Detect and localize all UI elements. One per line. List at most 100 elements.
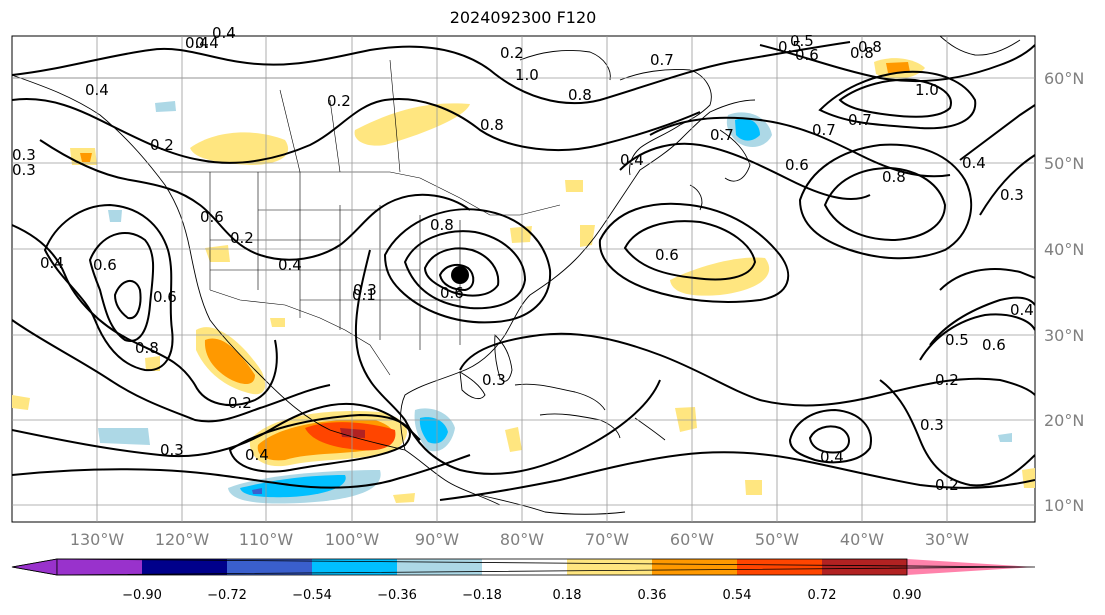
contour-label: 0.3	[12, 146, 36, 164]
contour-label: 0.5	[790, 32, 814, 50]
positive-shading	[80, 153, 92, 162]
contour-label: 0.2	[150, 136, 174, 154]
positive-shading	[190, 132, 289, 165]
lat-label: 50°N	[1044, 154, 1084, 173]
contour-label: 0.8	[858, 38, 882, 56]
lon-label: 50°W	[755, 530, 799, 549]
contour-label: 0.4	[962, 154, 986, 172]
colorbar-swatch	[822, 559, 907, 575]
positive-shading	[204, 338, 255, 384]
contour-label: 0.8	[430, 216, 454, 234]
contour-label: 0.4	[278, 256, 302, 274]
negative-shading	[155, 101, 176, 112]
contour-label: 0.7	[710, 126, 734, 144]
contour-line	[959, 104, 1035, 161]
contour-line	[438, 263, 475, 292]
contour-line	[459, 332, 1035, 407]
colorbar-tick-label: −0.54	[292, 588, 332, 603]
contour-label: 0.3	[920, 416, 944, 434]
colorbar-swatch	[737, 559, 822, 575]
contour-label: 0.4	[185, 34, 209, 52]
positive-shading	[565, 180, 583, 192]
contour-label: 0.2	[935, 476, 959, 494]
positive-shading	[12, 395, 30, 410]
positive-shading	[670, 257, 770, 296]
negative-shading	[98, 428, 150, 445]
contour-label: 0.6	[795, 46, 819, 64]
contour-line	[88, 231, 155, 342]
negative-shading	[252, 488, 262, 494]
positive-shading	[393, 493, 415, 503]
lat-label: 40°N	[1044, 240, 1084, 259]
contour-label: 1.0	[515, 66, 539, 84]
contour-line	[403, 230, 527, 310]
negative-shading	[419, 417, 448, 444]
colorbar: −0.90 −0.72 −0.54 −0.36 −0.18 0.18 0.36 …	[11, 558, 1036, 603]
contour-label: 0.2	[228, 394, 252, 412]
contour-label: 0.6	[93, 256, 117, 274]
contour-label: 0.6	[982, 336, 1006, 354]
contour-line	[929, 296, 1035, 346]
contour-label: 0.3	[1000, 186, 1024, 204]
contour-label: 0.4	[1010, 301, 1034, 319]
contour-line	[808, 425, 850, 454]
positive-shading	[675, 407, 697, 432]
contour-label: 0.4	[820, 448, 844, 466]
colorbar-swatch	[11, 558, 58, 576]
contour-line	[39, 139, 471, 261]
contour-line	[919, 313, 1035, 361]
contour-label: 0.8	[480, 116, 504, 134]
contour-line	[354, 249, 661, 475]
colorbar-tick-label: 0.90	[893, 588, 922, 603]
contour-line	[798, 143, 973, 260]
contour-line	[439, 451, 1035, 501]
colorbar-tick-label: 0.36	[638, 588, 667, 603]
colorbar-swatch	[142, 559, 227, 575]
lon-label: 100°W	[325, 530, 380, 549]
lon-label: 30°W	[925, 530, 969, 549]
lon-label: 40°W	[840, 530, 884, 549]
graticule	[12, 36, 1035, 522]
contour-label: 0.3	[482, 371, 506, 389]
contour-label: 1.0	[915, 81, 939, 99]
colorbar-outline	[11, 558, 1036, 576]
lon-label: 90°W	[415, 530, 459, 549]
positive-shading	[1022, 468, 1035, 488]
contour-line	[759, 44, 1035, 83]
contour-label: 0.6	[200, 208, 224, 226]
political-borders	[12, 59, 561, 376]
contour-label: 0.3	[353, 281, 377, 299]
contour-label: 0.8	[135, 339, 159, 357]
contour-lines	[12, 41, 1035, 501]
lon-label: 120°W	[155, 530, 210, 549]
lat-label: 30°N	[1044, 326, 1084, 345]
contour-label: 0.8	[850, 44, 874, 62]
contour-line	[383, 208, 552, 324]
lon-label: 110°W	[239, 530, 294, 549]
contour-line	[623, 220, 757, 281]
contour-label: 0.3	[160, 441, 184, 459]
negative-shading	[998, 433, 1012, 442]
colorbar-swatch	[482, 559, 567, 575]
contour-label: 0.2	[935, 371, 959, 389]
contour-label: 0.2	[230, 229, 254, 247]
latitude-labels: 60°N 50°N 40°N 30°N 20°N 10°N	[1044, 69, 1084, 515]
contour-label: 0.4	[85, 81, 109, 99]
contour-label: 0.4	[212, 24, 236, 42]
contour-line	[43, 203, 174, 372]
contour-label: 0.1	[352, 286, 376, 304]
contour-label: 0.3	[12, 161, 36, 179]
positive-shading	[886, 62, 910, 73]
lat-label: 60°N	[1044, 69, 1084, 88]
positive-shading	[270, 318, 285, 327]
contour-line	[979, 154, 1035, 216]
colorbar-outline	[56, 558, 908, 576]
contour-label-group: 0.4 0.4 0.3 0.2 0.6 0.8 0.2 0.3 0.4 0.4 …	[12, 24, 1034, 494]
lon-label: 70°W	[585, 530, 629, 549]
colorbar-tick-label: 0.72	[808, 588, 837, 603]
colorbar-swatch	[567, 559, 652, 575]
colorbar-swatch	[227, 559, 312, 575]
lat-label: 20°N	[1044, 411, 1084, 430]
contour-label: 0.6	[655, 246, 679, 264]
contour-label: 0.7	[848, 111, 872, 129]
